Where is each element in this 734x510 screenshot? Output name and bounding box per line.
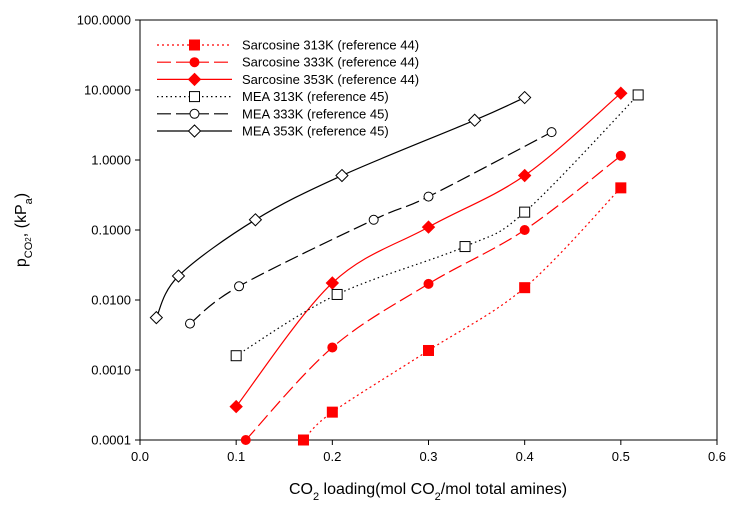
data-point: [368, 214, 379, 225]
y-tick-label: 0.0010: [91, 363, 131, 378]
data-point: [149, 310, 164, 325]
x-tick-label: 0.6: [708, 449, 726, 464]
legend-label: MEA 333K (reference 45): [242, 106, 389, 121]
x-tick-label: 0.4: [516, 449, 534, 464]
data-point: [423, 344, 434, 356]
legend-marker: [187, 124, 202, 138]
x-tick-label: 0.2: [323, 449, 341, 464]
y-tick-label: 100.0000: [77, 13, 131, 28]
data-point: [248, 213, 263, 227]
data-point: [423, 278, 434, 289]
data-point: [421, 220, 436, 234]
y-tick-label: 0.1000: [91, 223, 131, 238]
data-point: [229, 399, 243, 414]
legend-marker: [189, 57, 200, 68]
y-axis-label: pCO2, (kPa): [13, 193, 35, 267]
data-point: [331, 288, 343, 300]
data-point: [517, 168, 532, 183]
legend-label: Sarcosine 313K (reference 44): [242, 38, 419, 53]
y-tick-label: 0.0001: [91, 433, 131, 448]
data-point: [519, 282, 531, 294]
data-point: [171, 269, 186, 283]
data-point: [327, 342, 338, 353]
data-point: [240, 435, 251, 445]
legend-marker: [187, 72, 202, 87]
legend-label: MEA 353K (reference 45): [242, 124, 389, 139]
data-point: [459, 241, 471, 253]
data-point: [423, 191, 434, 202]
series-line: [189, 131, 552, 325]
data-point: [517, 90, 532, 105]
x-tick-label: 0.1: [227, 449, 245, 464]
y-tick-label: 1.0000: [91, 153, 131, 168]
legend-label: Sarcosine 353K (reference 44): [242, 72, 419, 87]
series-line: [245, 155, 622, 441]
legend-marker: [189, 91, 200, 103]
y-axis-ticks: 0.0001 0.0010 0.0100 0.1000 1.0000 10.0000 100…: [77, 13, 140, 448]
legend-marker: [189, 108, 200, 119]
x-axis-label: CO2 loading(mol CO2/mol total amines): [289, 481, 567, 503]
data-point: [519, 206, 531, 218]
data-point: [297, 434, 309, 446]
data-point: [234, 281, 245, 292]
x-tick-label: 0.5: [612, 449, 630, 464]
x-tick-label: 0.3: [419, 449, 437, 464]
series-line: [235, 92, 622, 407]
x-axis-ticks: 0.0 0.1 0.2 0.3 0.4 0.5 0.6: [131, 440, 726, 464]
data-point: [326, 406, 338, 418]
data-point: [615, 150, 626, 161]
data-point: [546, 127, 557, 138]
legend-label: Sarcosine 333K (reference 44): [242, 55, 419, 70]
y-tick-label: 0.0100: [91, 293, 131, 308]
data-point: [230, 350, 242, 362]
legend-label: MEA 313K (reference 45): [242, 89, 389, 104]
series-layer: [149, 86, 644, 446]
data-point: [614, 86, 628, 100]
data-point: [632, 89, 644, 101]
series-line: [303, 187, 622, 441]
data-point: [467, 113, 482, 127]
data-point: [185, 318, 196, 329]
y-tick-label: 10.0000: [84, 83, 131, 98]
legend: Sarcosine 313K (reference 44) Sarcosine 3…: [157, 38, 419, 139]
legend-marker: [189, 39, 200, 51]
x-tick-label: 0.0: [131, 449, 149, 464]
data-point: [519, 225, 530, 235]
data-point: [615, 182, 627, 194]
data-point: [335, 168, 349, 183]
